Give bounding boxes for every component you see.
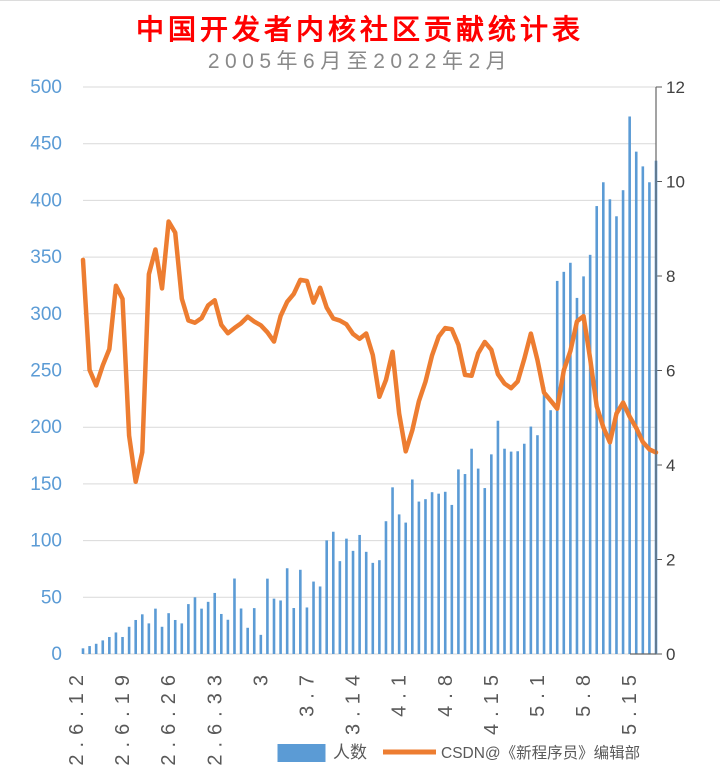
svg-text:0: 0 [51,644,62,665]
svg-text:CSDN@《新程序员》编辑部: CSDN@《新程序员》编辑部 [441,744,640,762]
svg-text:4: 4 [666,456,675,475]
svg-text:450: 450 [30,134,62,155]
svg-text:3.14: 3.14 [343,668,365,735]
svg-text:5.8: 5.8 [573,668,595,717]
svg-text:350: 350 [30,247,62,268]
svg-text:150: 150 [30,474,62,495]
svg-text:2.6.33: 2.6.33 [204,668,226,766]
svg-text:4.8: 4.8 [435,668,457,717]
svg-text:12: 12 [666,78,685,97]
svg-text:6: 6 [666,362,675,381]
svg-text:500: 500 [30,77,62,98]
svg-text:2.6.26: 2.6.26 [158,668,180,766]
svg-text:10: 10 [666,173,685,192]
svg-text:5.1: 5.1 [527,668,549,717]
svg-text:8: 8 [666,267,675,286]
svg-text:4.15: 4.15 [481,668,503,735]
svg-text:0: 0 [666,645,675,664]
svg-text:2.6.19: 2.6.19 [112,668,134,766]
svg-text:300: 300 [30,304,62,325]
svg-text:50: 50 [41,587,62,608]
svg-text:2: 2 [666,551,675,570]
svg-text:400: 400 [30,190,62,211]
svg-text:3.7: 3.7 [297,668,319,717]
svg-text:4.1: 4.1 [389,668,411,717]
svg-text:200: 200 [30,417,62,438]
svg-text:人数: 人数 [333,743,367,762]
svg-text:3: 3 [250,668,272,686]
svg-text:2.6.12: 2.6.12 [66,668,88,766]
svg-text:250: 250 [30,361,62,382]
svg-text:100: 100 [30,531,62,552]
svg-text:5.15: 5.15 [619,668,641,735]
